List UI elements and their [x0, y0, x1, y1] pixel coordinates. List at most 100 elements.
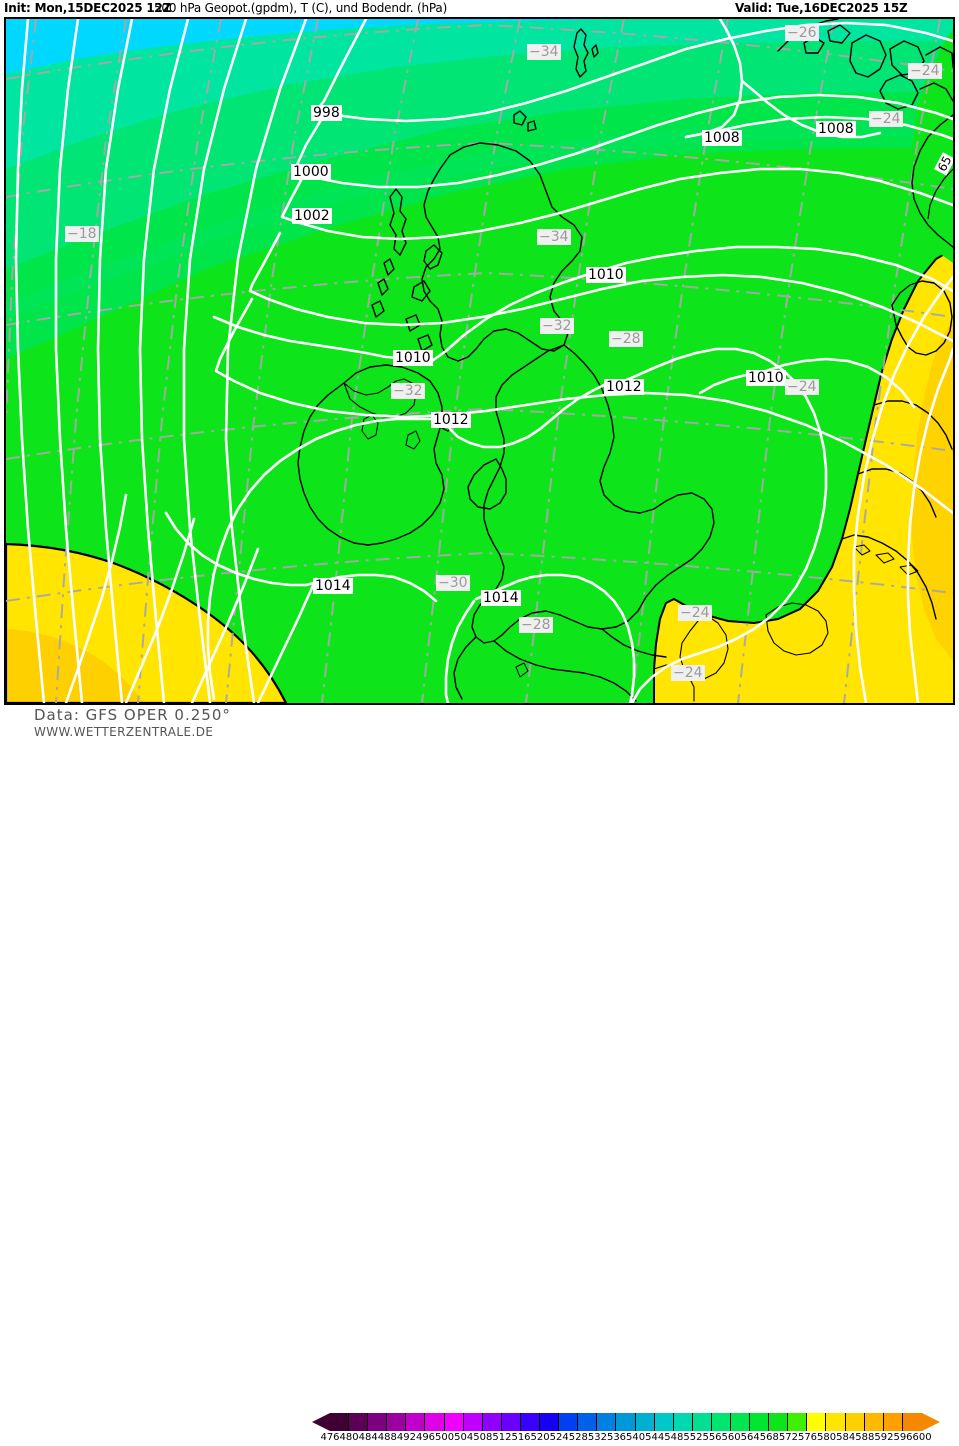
colorbar-tick: 568 — [759, 1432, 779, 1443]
colorbar-tick: 580 — [817, 1432, 837, 1443]
colorbar-cell — [788, 1413, 808, 1431]
isobar-label: 1014 — [313, 578, 353, 594]
colorbar-cell — [826, 1413, 846, 1431]
temperature-label: −26 — [785, 25, 819, 41]
chart-header: Init: Mon,15DEC2025 12Z 500 hPa Geopot.(… — [0, 0, 959, 17]
colorbar-cell — [482, 1413, 502, 1431]
colorbar-tick: 524 — [549, 1432, 569, 1443]
colorbar-tick: 564 — [740, 1432, 760, 1443]
data-source-text: Data: GFS OPER 0.250° — [34, 706, 231, 724]
header-valid-time: Valid: Tue,16DEC2025 15Z — [735, 1, 908, 15]
colorbar-cell — [559, 1413, 579, 1431]
colorbar-tick: 508 — [473, 1432, 493, 1443]
map-frame: 998 1000 1002 1008 1008 1010 1010 1010 1… — [4, 17, 955, 705]
colorbar-tick: 596 — [893, 1432, 913, 1443]
temperature-label: −28 — [609, 331, 643, 347]
colorbar-tick: 560 — [721, 1432, 741, 1443]
isobar-label: 1010 — [586, 267, 626, 283]
colorbar-cell — [711, 1413, 731, 1431]
colorbar-tick: 584 — [836, 1432, 856, 1443]
colorbar-tick: 600 — [912, 1432, 932, 1443]
colorbar-tick: 532 — [587, 1432, 607, 1443]
colorbar-tick: 552 — [683, 1432, 703, 1443]
colorbar-cell — [807, 1413, 827, 1431]
colorbar-tick: 504 — [454, 1432, 474, 1443]
colorbar-tick: 528 — [568, 1432, 588, 1443]
map-graphics — [6, 19, 953, 703]
colorbar-tick: 544 — [645, 1432, 665, 1443]
isobar-label: 1000 — [291, 164, 331, 180]
colorbar-high-arrow — [922, 1413, 941, 1431]
colorbar-tick: 588 — [855, 1432, 875, 1443]
colorbar-cell — [750, 1413, 770, 1431]
map-canvas[interactable]: 998 1000 1002 1008 1008 1010 1010 1010 1… — [6, 19, 953, 703]
temperature-label: −28 — [519, 617, 553, 633]
temperature-label: −30 — [436, 575, 470, 591]
colorbar-cell — [578, 1413, 598, 1431]
isobar-label: 1010 — [393, 350, 433, 366]
isobar-label: 1012 — [604, 379, 644, 395]
colorbar-cell — [635, 1413, 655, 1431]
colorbar-tick: 516 — [511, 1432, 531, 1443]
isobar-label: 1014 — [481, 590, 521, 606]
colorbar-cell — [864, 1413, 884, 1431]
colorbar-cell — [654, 1413, 674, 1431]
colorbar-tick: 592 — [874, 1432, 894, 1443]
temperature-label: −24 — [869, 111, 903, 127]
colorbar-cell — [540, 1413, 560, 1431]
colorbar-tick: 492 — [396, 1432, 416, 1443]
colorbar-low-arrow — [312, 1413, 330, 1431]
colorbar-tick: 512 — [492, 1432, 512, 1443]
temperature-label: −24 — [671, 665, 705, 681]
temperature-label: −24 — [678, 605, 712, 621]
colorbar-tick: 548 — [664, 1432, 684, 1443]
colorbar-cell — [444, 1413, 464, 1431]
colorbar-tick: 520 — [530, 1432, 550, 1443]
colorbar: 476 480 484 488 492 496 500 504 508 512 516 520 524 5… — [312, 1413, 941, 1443]
colorbar-cell — [501, 1413, 521, 1431]
colorbar-tick: 496 — [415, 1432, 436, 1443]
header-init-time: Init: Mon,15DEC2025 12Z — [4, 1, 172, 15]
temperature-label: −34 — [527, 44, 561, 60]
colorbar-cell — [387, 1413, 407, 1431]
colorbar-cell — [406, 1413, 426, 1431]
temperature-label: −18 — [65, 226, 99, 242]
colorbar-tick: 536 — [606, 1432, 627, 1443]
colorbar-tick: 488 — [377, 1432, 397, 1443]
colorbar-tick: 484 — [358, 1432, 378, 1443]
colorbar-cell — [845, 1413, 865, 1431]
temperature-label: −24 — [785, 379, 819, 395]
colorbar-cell — [368, 1413, 388, 1431]
colorbar-swatches — [330, 1413, 922, 1431]
colorbar-tick: 540 — [626, 1432, 646, 1443]
colorbar-cell — [692, 1413, 712, 1431]
isobar-label: 1012 — [431, 412, 471, 428]
colorbar-tick: 576 — [797, 1432, 818, 1443]
website-text: WWW.WETTERZENTRALE.DE — [34, 725, 214, 739]
colorbar-tick: 480 — [339, 1432, 359, 1443]
isobar-label: 1008 — [816, 121, 856, 137]
colorbar-cell — [730, 1413, 751, 1431]
temperature-label: −34 — [537, 229, 571, 245]
colorbar-tick: 572 — [778, 1432, 798, 1443]
colorbar-tick: 476 — [320, 1432, 340, 1443]
colorbar-tick: 500 — [435, 1432, 455, 1443]
isobar-label: 998 — [311, 105, 342, 121]
isobar-label: 1002 — [292, 208, 332, 224]
colorbar-cell — [597, 1413, 617, 1431]
colorbar-tick-labels: 476 480 484 488 492 496 500 504 508 512 516 520 524 5… — [320, 1432, 931, 1446]
colorbar-cell — [616, 1413, 636, 1431]
isobar-label: 1010 — [746, 370, 786, 386]
colorbar-tick: 556 — [702, 1432, 722, 1443]
temperature-label: −32 — [540, 318, 574, 334]
colorbar-cell — [463, 1413, 483, 1431]
colorbar-cell — [330, 1413, 350, 1431]
colorbar-cell — [769, 1413, 789, 1431]
chart-footer: Data: GFS OPER 0.250° WWW.WETTERZENTRALE… — [0, 705, 959, 1443]
header-parameter-title: 500 hPa Geopot.(gpdm), T (C), und Bodend… — [154, 1, 448, 15]
colorbar-cell — [520, 1413, 541, 1431]
temperature-label: −24 — [908, 63, 942, 79]
colorbar-cell — [673, 1413, 693, 1431]
colorbar-cell — [349, 1413, 369, 1431]
